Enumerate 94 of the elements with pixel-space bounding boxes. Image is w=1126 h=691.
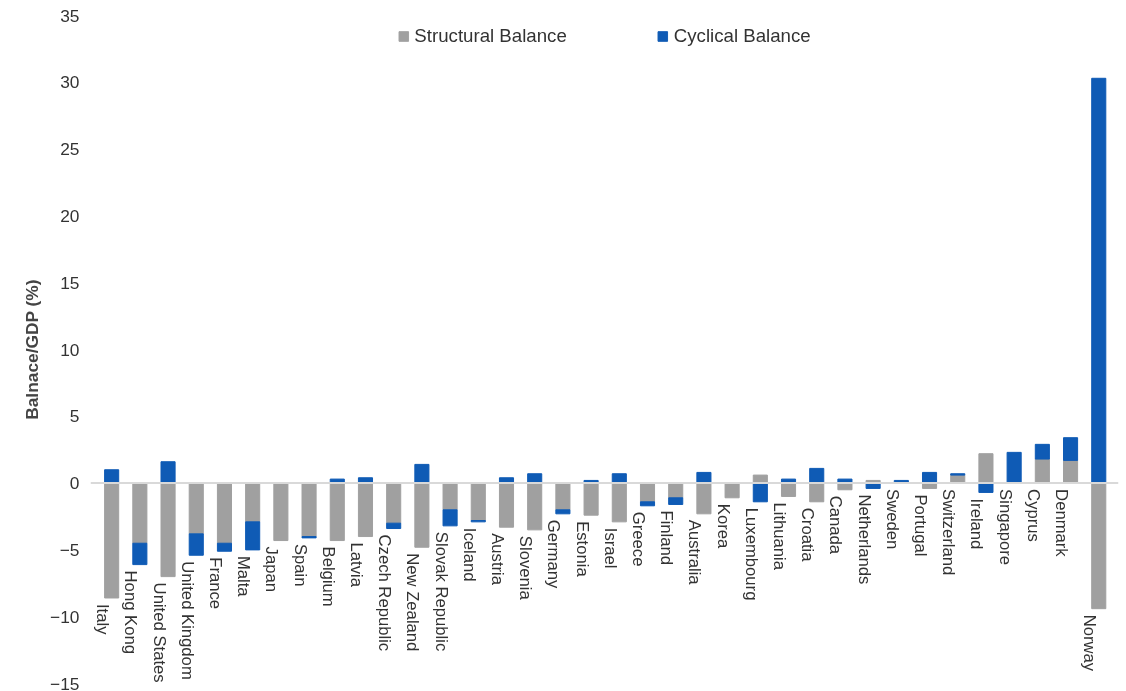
- x-tick-label: Belgium: [318, 546, 338, 607]
- x-tick-label: Estonia: [572, 521, 592, 578]
- bar: [583, 482, 599, 516]
- x-tick-label: Norway: [1080, 614, 1100, 672]
- y-tick-label: 0: [69, 473, 80, 494]
- bar: [273, 482, 289, 542]
- bar: [160, 482, 176, 578]
- x-tick-label: Switzerland: [939, 489, 959, 576]
- y-tick-label: 15: [60, 272, 80, 293]
- x-tick-label: Croatia: [798, 507, 818, 563]
- x-tick-label: Netherlands: [854, 494, 874, 585]
- bar: [329, 482, 345, 542]
- y-tick-label: 25: [60, 139, 80, 160]
- bar: [527, 482, 543, 531]
- x-tick-label: Hong Kong: [121, 570, 141, 654]
- x-tick-label: France: [205, 557, 225, 610]
- x-tick-label: Israel: [600, 527, 620, 569]
- x-tick-label: Korea: [713, 503, 733, 549]
- bar: [668, 497, 684, 505]
- bar: [132, 482, 148, 544]
- bar: [245, 482, 261, 523]
- bar: [442, 509, 458, 527]
- bar: [470, 482, 486, 522]
- x-tick-label: Japan: [262, 546, 282, 592]
- bar: [809, 482, 825, 503]
- bar: [611, 482, 627, 523]
- y-tick-label: −15: [50, 673, 80, 691]
- x-tick-label: Sweden: [882, 489, 902, 550]
- y-tick-label: 30: [60, 72, 80, 93]
- bar: [104, 482, 120, 599]
- bar: [414, 482, 430, 548]
- x-tick-label: Latvia: [346, 542, 366, 588]
- bar: [245, 521, 261, 551]
- x-tick-label: Luxembourg: [741, 507, 761, 601]
- bar: [216, 482, 233, 544]
- x-tick-label: United Kingdom: [177, 561, 197, 680]
- y-tick-label: 20: [60, 205, 80, 226]
- bar: [555, 482, 571, 511]
- bar: [555, 509, 571, 515]
- x-tick-label: Germany: [544, 519, 564, 589]
- x-tick-label: Denmark: [1052, 489, 1072, 558]
- x-tick-label: Slovak Republic: [431, 531, 451, 652]
- x-tick-label: Austria: [487, 533, 507, 586]
- legend-label: Cyclical Balance: [673, 25, 811, 47]
- x-tick-label: Czech Republic: [375, 534, 395, 652]
- x-tick-label: Cyprus: [1023, 489, 1043, 542]
- y-tick-label: 35: [60, 5, 80, 26]
- y-tick-label: −5: [59, 539, 80, 560]
- bar: [1091, 77, 1107, 484]
- x-tick-label: Lithuania: [770, 502, 790, 571]
- bar: [442, 482, 458, 511]
- bar: [386, 522, 402, 530]
- bar: [1034, 443, 1050, 460]
- bar: [1063, 437, 1079, 461]
- bar: [216, 542, 233, 552]
- bar: [978, 453, 994, 484]
- bar: [696, 482, 712, 515]
- x-tick-label: Italy: [93, 604, 113, 636]
- legend-label: Structural Balance: [414, 25, 567, 47]
- bar: [357, 482, 374, 538]
- x-tick-label: Greece: [629, 511, 649, 567]
- bar: [414, 463, 430, 484]
- y-tick-label: 5: [69, 406, 80, 427]
- y-tick-label: −10: [50, 606, 80, 627]
- x-tick-label: Spain: [290, 543, 310, 587]
- x-tick-label: Slovenia: [516, 535, 536, 601]
- x-tick-label: Finland: [657, 510, 677, 566]
- bar: [1006, 451, 1022, 484]
- bar: [301, 482, 317, 538]
- bar: [639, 501, 656, 507]
- bar: [752, 482, 768, 503]
- y-axis-title: Balnace/GDP (%): [22, 279, 43, 420]
- bar: [188, 482, 204, 535]
- bar: [696, 471, 712, 484]
- x-tick-label: Portugal: [911, 494, 931, 557]
- bar: [1091, 482, 1107, 610]
- bar: [780, 482, 797, 497]
- x-tick-label: Ireland: [967, 498, 987, 550]
- x-tick-label: Iceland: [459, 527, 479, 582]
- bar: [498, 482, 515, 528]
- y-tick-label: 10: [60, 339, 80, 360]
- x-tick-label: Singapore: [995, 489, 1015, 566]
- x-tick-label: New Zealand: [403, 553, 423, 652]
- bar: [386, 482, 402, 524]
- x-tick-label: Canada: [826, 495, 846, 555]
- x-tick-label: Australia: [685, 519, 705, 586]
- bar: [104, 469, 120, 484]
- bar: [160, 461, 176, 484]
- bar: [188, 533, 204, 556]
- bar: [132, 542, 148, 566]
- bar: [724, 482, 740, 499]
- bar: [978, 482, 994, 493]
- x-tick-label: United States: [149, 582, 169, 683]
- x-tick-label: Malta: [234, 555, 254, 598]
